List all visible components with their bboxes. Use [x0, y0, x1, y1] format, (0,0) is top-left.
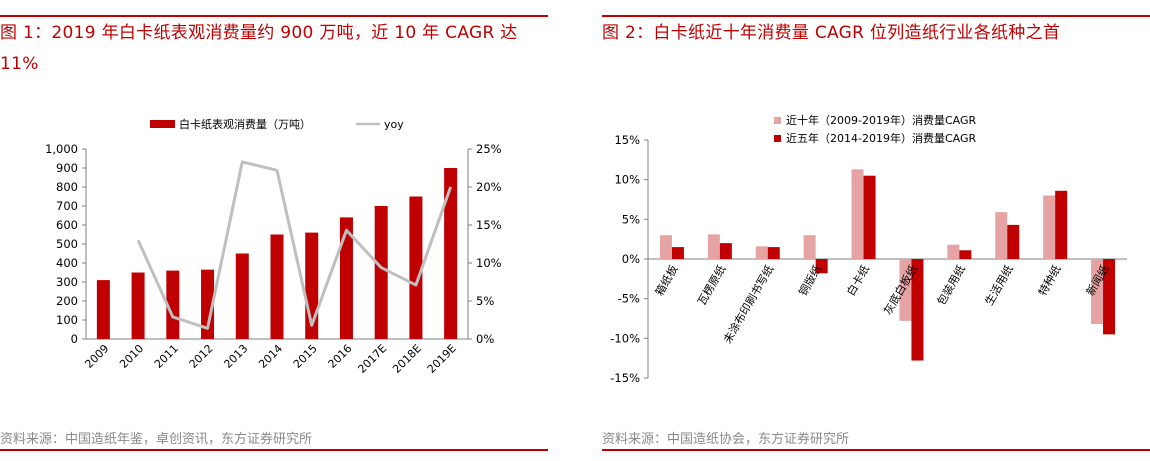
bar-cagr-10y [995, 212, 1008, 259]
x-tick-label: 2013 [221, 342, 250, 371]
bar-cagr-5y [1103, 259, 1116, 335]
y-left-tick-label: 500 [56, 237, 78, 251]
bar-consumption [409, 196, 423, 339]
bar-consumption [235, 253, 249, 339]
x-tick-label: 2011 [152, 342, 181, 371]
bar-cagr-10y [1091, 259, 1104, 325]
bar-consumption [201, 269, 215, 339]
legend-label-bars: 白卡纸表观消费量（万吨） [179, 117, 311, 131]
legend-label: 近十年（2009-2019年）消费量CAGR [786, 113, 976, 127]
top-rule [602, 15, 1150, 17]
y-left-tick-label: 100 [56, 313, 78, 327]
figure-2-title: 图 2：白卡纸近十年消费量 CAGR 位列造纸行业各纸种之首 [602, 23, 1061, 43]
x-tick-label: 2019E [425, 342, 459, 376]
bar-consumption [131, 272, 145, 339]
bar-cagr-10y [1043, 195, 1056, 259]
x-tick-label: 2017E [355, 342, 389, 376]
yoy-line [136, 160, 453, 330]
x-tick-label: 白卡纸 [844, 263, 873, 299]
figure-1: 图 1：2019 年白卡纸表观消费量约 900 万吨，近 10 年 CAGR 达… [0, 0, 548, 461]
y-right-tick-label: 5% [476, 294, 494, 308]
x-tick-label: 特种纸 [1035, 263, 1064, 299]
bar-cagr-5y [719, 243, 732, 259]
y-left-tick-label: 600 [56, 218, 78, 232]
bar-consumption [444, 168, 458, 339]
y-tick-label: 10% [614, 173, 640, 187]
y-tick-label: 5% [622, 212, 640, 226]
bar-consumption [166, 270, 180, 339]
y-right-tick-label: 25% [476, 142, 502, 156]
legend-swatch [774, 117, 781, 124]
top-rule [0, 15, 548, 17]
legend-swatch [774, 135, 781, 142]
y-left-tick-label: 0 [71, 332, 78, 346]
y-left-tick-label: 300 [56, 275, 78, 289]
bar-consumption [270, 234, 284, 339]
bar-cagr-10y [899, 259, 912, 321]
y-left-tick-label: 900 [56, 161, 78, 175]
bar-cagr-5y [1055, 190, 1068, 259]
y-right-tick-label: 20% [476, 180, 502, 194]
legend-label: 近五年（2014-2019年）消费量CAGR [786, 131, 976, 145]
y-right-tick-label: 10% [476, 256, 502, 270]
bar-consumption [374, 206, 388, 339]
figure-1-title: 图 1：2019 年白卡纸表观消费量约 900 万吨，近 10 年 CAGR 达… [0, 23, 518, 74]
x-tick-label: 瓦楞原纸 [694, 263, 728, 308]
y-tick-label: 15% [614, 133, 640, 147]
x-tick-label: 2018E [390, 342, 424, 376]
x-tick-label: 生活用纸 [982, 263, 1016, 308]
figure-2-chart: 近十年（2009-2019年）消费量CAGR 近五年（2014-2019年）消费量… [610, 113, 1127, 385]
figure-2-source: 资料来源：中国造纸协会，东方证券研究所 [602, 432, 850, 447]
x-tick-label: 2014 [256, 342, 285, 371]
y-right-tick-label: 0% [476, 332, 494, 346]
figure-1-chart: 白卡纸表观消费量（万吨） yoy 0 100 200 300 400 500 600 700 800… [45, 117, 502, 376]
x-tick-label: 2009 [82, 342, 111, 371]
bar-cagr-10y [707, 234, 720, 259]
x-tick-label: 箱纸板 [652, 263, 681, 299]
bar-cagr-5y [1007, 224, 1020, 259]
y-tick-label: -10% [610, 331, 640, 345]
x-tick-label: 包装用纸 [935, 263, 968, 308]
bar-consumption [339, 217, 353, 339]
x-tick-label: 2016 [326, 342, 355, 371]
figure-1-source: 资料来源：中国造纸年鉴，卓创资讯，东方证券研究所 [0, 432, 313, 447]
bar-cagr-10y [803, 235, 816, 259]
bar-consumption [96, 280, 110, 339]
x-tick-label: 2012 [187, 342, 216, 371]
bar-cagr-10y [947, 244, 960, 259]
x-tick-label: 未涂布印刷书写纸 [720, 263, 776, 346]
legend-swatch-bars [150, 120, 175, 128]
bar-cagr-5y [863, 175, 876, 259]
x-tick-label: 2015 [291, 342, 320, 371]
figure-2: 图 2：白卡纸近十年消费量 CAGR 位列造纸行业各纸种之首 近十年（2009-… [602, 0, 1150, 461]
bar-cagr-10y [755, 246, 768, 259]
bar-cagr-5y [671, 247, 684, 259]
y-left-tick-label: 400 [56, 256, 78, 270]
y-left-tick-label: 200 [56, 294, 78, 308]
y-tick-label: -5% [618, 292, 640, 306]
bar-cagr-10y [659, 235, 672, 259]
legend-label-line: yoy [384, 118, 404, 131]
bar-cagr-10y [851, 169, 864, 259]
x-tick-label: 铜版纸 [796, 263, 825, 299]
y-tick-label: -15% [610, 371, 640, 385]
bottom-rule [0, 449, 548, 451]
bottom-rule [602, 449, 1150, 451]
bar-cagr-5y [959, 250, 972, 259]
y-left-tick-label: 700 [56, 199, 78, 213]
y-right-tick-label: 15% [476, 218, 502, 232]
bar-cagr-5y [911, 259, 924, 361]
y-left-tick-label: 800 [56, 180, 78, 194]
x-tick-label: 2010 [117, 342, 146, 371]
bar-cagr-5y [767, 247, 780, 259]
y-tick-label: 0% [622, 252, 640, 266]
y-left-tick-label: 1,000 [45, 142, 78, 156]
bar-cagr-5y [815, 259, 828, 274]
